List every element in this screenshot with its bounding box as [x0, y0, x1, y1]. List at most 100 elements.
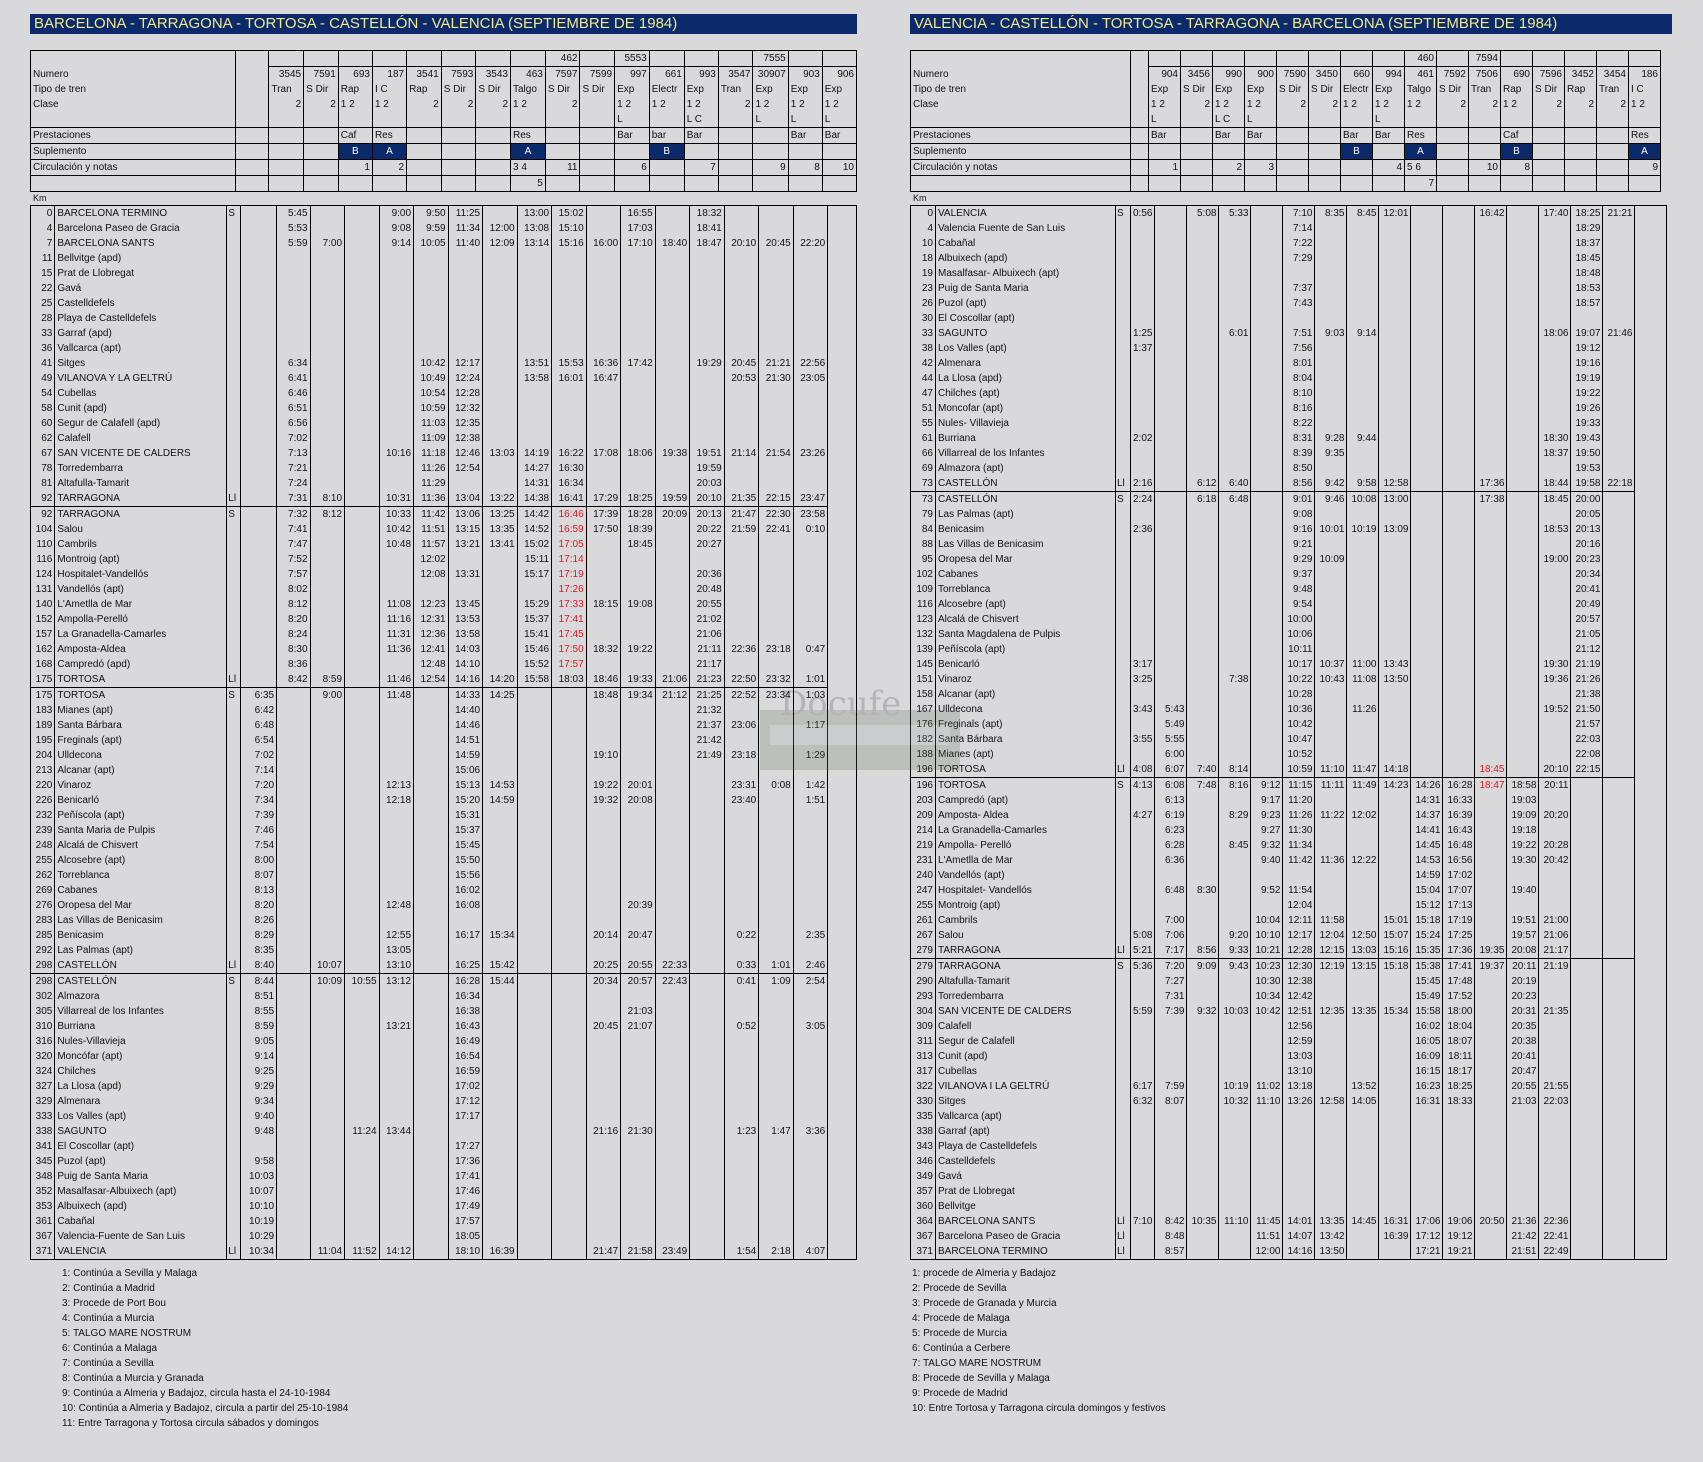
time-cell: [516, 266, 553, 281]
time-cell: [378, 356, 415, 371]
time-cell: 13:42: [1314, 1229, 1348, 1244]
time-cell: [758, 853, 794, 868]
time-cell: [344, 1214, 380, 1229]
arrival-departure-marker: S: [226, 687, 242, 703]
time-cell: [1129, 552, 1156, 567]
time-cell: [413, 778, 449, 793]
time-cell: [1346, 1139, 1380, 1154]
km-cell: 55: [910, 416, 936, 431]
right-schedule-table: 0 VALENCIA S 0:56 5:08 5:33 7:10 8:35 8:45 12:01 1…: [910, 205, 1667, 1260]
time-cell: 7:52: [276, 552, 311, 567]
station-name: Torreblanca: [54, 868, 228, 883]
table-row: 310 Burriana 8:59 13:21 16:43 20:45 21:07 0:52 3…: [29, 1019, 857, 1034]
time-cell: 11:31: [378, 627, 415, 642]
left-train-header-cell: [717, 127, 754, 144]
right-train-header-cell: [1276, 175, 1309, 192]
station-name: TARRAGONA: [935, 958, 1116, 974]
time-cell: 9:14: [1346, 326, 1380, 341]
time-cell: [758, 808, 794, 823]
time-cell: [1378, 356, 1412, 371]
time-cell: [1474, 236, 1508, 251]
time-cell: [1538, 974, 1572, 989]
km-cell: 317: [910, 1064, 936, 1079]
time-cell: 17:33: [551, 597, 587, 612]
time-cell: [1314, 236, 1348, 251]
time-cell: [482, 748, 518, 763]
time-cell: [1602, 687, 1636, 702]
table-row: 203 Campredó (apt) 6:13 9:17 11:20 14:31 16:33…: [910, 793, 1667, 808]
time-cell: [1538, 868, 1572, 883]
time-cell: [413, 868, 449, 883]
right-train-header-cell: [1596, 143, 1629, 160]
time-cell: [1474, 356, 1508, 371]
time-cell: 22:36: [1538, 1214, 1572, 1229]
time-cell: [551, 401, 587, 416]
time-cell: 20:45: [758, 236, 794, 251]
right-header-label: Numero: [910, 66, 1131, 82]
time-cell: [1186, 1199, 1220, 1214]
time-cell: 8:14: [1218, 762, 1252, 778]
time-cell: 2:54: [792, 973, 829, 989]
time-cell: [654, 522, 691, 537]
time-cell: [723, 823, 760, 838]
time-cell: [1378, 747, 1412, 762]
time-cell: [1154, 1184, 1188, 1199]
left-train-header-cell: Exp: [614, 82, 650, 97]
km-cell: 44: [910, 371, 936, 386]
time-cell: [1314, 1184, 1348, 1199]
time-cell: [1474, 1064, 1508, 1079]
time-cell: [378, 1229, 415, 1244]
left-header-label: Prestaciones: [29, 127, 237, 144]
time-cell: [1474, 386, 1508, 401]
time-cell: [1410, 401, 1444, 416]
time-cell: [1346, 883, 1380, 898]
time-cell: [1602, 883, 1636, 898]
arrival-departure-marker: [226, 823, 242, 838]
time-cell: [689, 898, 725, 913]
time-cell: [413, 823, 449, 838]
time-cell: 21:12: [1570, 642, 1604, 657]
station-name: L'Ametlla de Mar: [935, 853, 1116, 868]
time-cell: 17:50: [585, 522, 622, 537]
time-cell: 19:09: [1506, 808, 1540, 823]
time-cell: [413, 326, 449, 341]
arrival-departure-marker: [226, 236, 242, 251]
time-cell: [378, 883, 415, 898]
time-cell: [689, 386, 725, 401]
time-cell: [1314, 702, 1348, 717]
table-row: 371 VALENCIA Ll 10:34 11:04 11:52 14:12 18:10 16…: [29, 1244, 857, 1260]
table-row: 41 Sitges 6:34 10:42 12:17 13:51 15:53 16:36 17:…: [29, 356, 857, 371]
time-cell: [792, 1154, 829, 1169]
time-cell: [689, 1049, 725, 1064]
time-cell: [1410, 251, 1444, 266]
station-name: Moncofar (apt): [935, 401, 1116, 416]
time-cell: [1538, 823, 1572, 838]
arrival-departure-marker: [1115, 341, 1131, 356]
time-cell: [1570, 1034, 1604, 1049]
left-train-header-cell: [717, 112, 754, 128]
time-cell: 5:53: [276, 221, 311, 236]
left-train-header-cell: S Dir: [440, 82, 477, 97]
time-cell: [1442, 552, 1476, 567]
time-cell: [1602, 732, 1636, 747]
time-cell: 10:34: [1250, 989, 1284, 1004]
arrival-departure-marker: [226, 341, 242, 356]
time-cell: [1218, 416, 1252, 431]
station-name: Villarreal de los Infantes: [54, 1004, 228, 1019]
station-name: Masalfasar-Albuixech (apt): [54, 1184, 228, 1199]
left-train-header-cell: [440, 50, 477, 67]
time-cell: [792, 221, 829, 236]
time-cell: 15:52: [516, 657, 553, 672]
time-cell: [1129, 1139, 1156, 1154]
time-cell: [482, 1199, 518, 1214]
left-train-header-cell: [268, 143, 305, 160]
arrival-departure-marker: [1115, 582, 1131, 597]
time-cell: 6:51: [276, 401, 311, 416]
time-cell: 7:14: [240, 763, 278, 778]
time-cell: [1218, 1244, 1252, 1260]
time-cell: [378, 476, 415, 491]
arrival-departure-marker: [226, 401, 242, 416]
time-cell: 20:16: [1570, 537, 1604, 552]
footnote: 1: Continúa a Sevilla y Malaga: [62, 1268, 198, 1279]
time-cell: [551, 928, 587, 943]
